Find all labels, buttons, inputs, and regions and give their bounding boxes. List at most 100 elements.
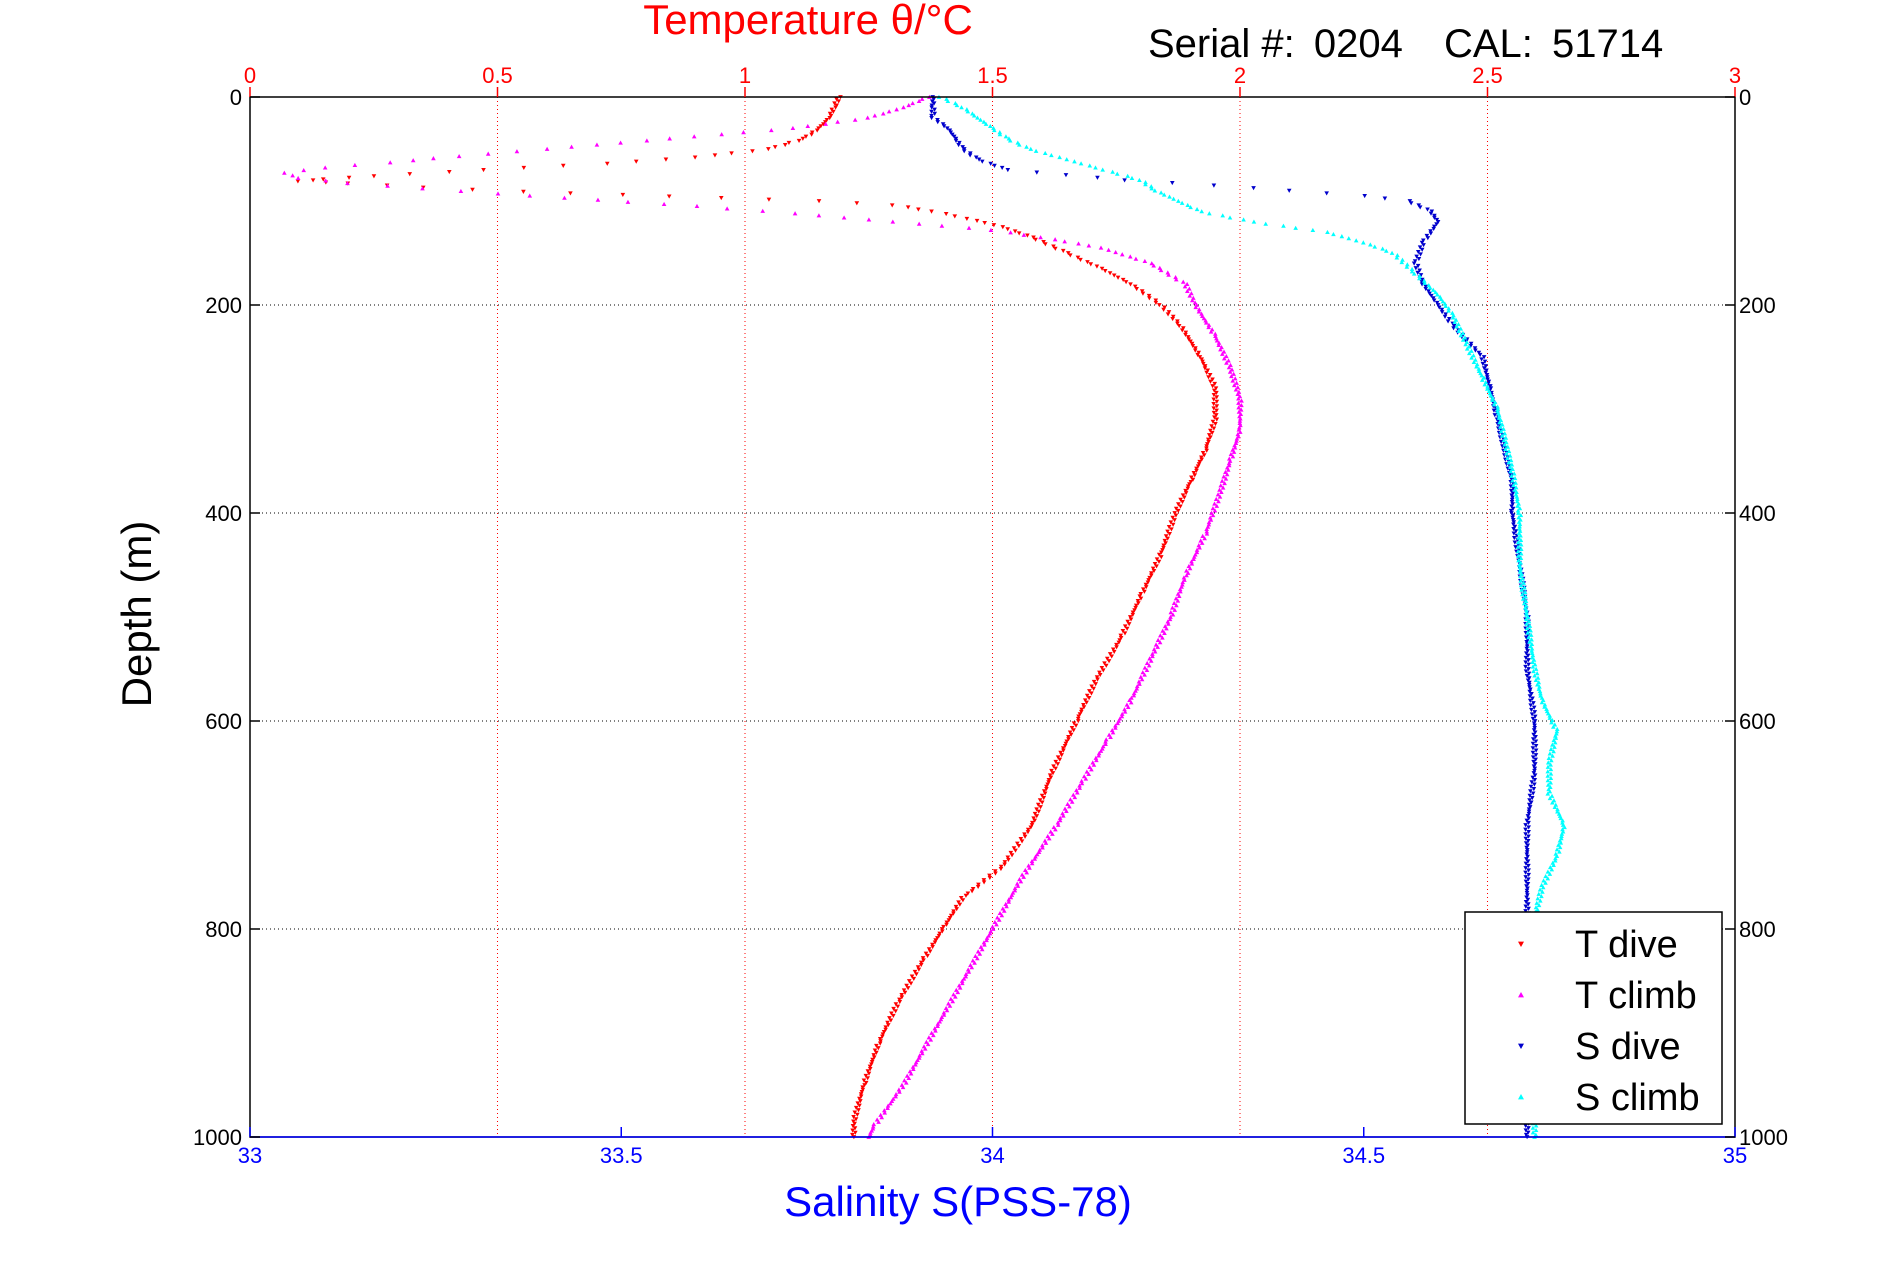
data-point — [1419, 240, 1425, 245]
data-point — [800, 136, 806, 141]
data-point — [1067, 253, 1073, 258]
data-point — [1197, 545, 1202, 550]
data-point — [1451, 326, 1456, 331]
data-point — [1538, 691, 1543, 696]
data-point — [1430, 287, 1436, 292]
data-point — [991, 127, 997, 133]
depth-tick-label-left: 200 — [205, 293, 242, 318]
data-point — [1189, 341, 1195, 346]
data-point — [947, 916, 953, 921]
data-point — [968, 151, 973, 156]
data-point — [1001, 908, 1007, 913]
data-point — [1016, 142, 1022, 147]
data-point — [1419, 247, 1425, 252]
data-point — [1235, 385, 1241, 390]
data-point — [1484, 372, 1490, 378]
data-point — [885, 1020, 890, 1025]
data-point — [930, 944, 935, 950]
data-point — [1415, 250, 1421, 255]
data-point — [895, 1004, 901, 1009]
data-point — [1137, 681, 1142, 686]
data-point — [1555, 809, 1560, 814]
data-point — [1084, 700, 1089, 705]
data-point — [1235, 391, 1241, 396]
data-point — [1548, 780, 1553, 785]
data-point — [1536, 902, 1542, 908]
data-point — [993, 871, 998, 876]
data-point — [1077, 712, 1083, 717]
data-point — [1417, 276, 1422, 281]
data-point — [1212, 381, 1218, 387]
data-point — [1131, 693, 1137, 698]
data-point — [1167, 194, 1172, 199]
data-point — [1526, 877, 1531, 882]
data-point — [1527, 798, 1532, 803]
data-point — [1505, 444, 1511, 449]
data-point — [1510, 517, 1516, 523]
data-point — [1148, 184, 1154, 189]
data-point — [1562, 824, 1567, 830]
data-point — [1124, 626, 1130, 631]
temperature-tick-label: 0.5 — [482, 63, 513, 88]
data-point — [950, 999, 956, 1004]
data-point — [1040, 845, 1045, 850]
data-point — [1498, 428, 1504, 434]
data-point — [595, 197, 601, 202]
data-point — [1228, 452, 1234, 457]
data-point — [1196, 350, 1201, 355]
data-point — [1049, 152, 1054, 158]
data-point — [1142, 589, 1147, 594]
data-point — [1469, 355, 1474, 360]
data-point — [852, 1126, 858, 1131]
data-point — [1099, 666, 1105, 671]
data-point — [1219, 489, 1224, 495]
data-point — [1547, 751, 1553, 756]
data-point — [1152, 188, 1158, 193]
data-point — [1529, 646, 1535, 651]
data-point — [1522, 585, 1527, 590]
data-point — [1183, 332, 1188, 338]
data-point — [1051, 764, 1056, 769]
data-point — [878, 1039, 883, 1044]
data-point — [1530, 741, 1536, 746]
data-point — [1517, 522, 1523, 527]
data-point — [1127, 697, 1132, 703]
data-point — [1533, 744, 1539, 749]
data-point — [1176, 502, 1181, 507]
data-point — [1526, 807, 1532, 812]
data-point — [919, 1051, 925, 1056]
data-point — [935, 1021, 941, 1026]
data-point — [1142, 672, 1147, 677]
data-point — [916, 207, 921, 212]
data-point — [1163, 534, 1169, 539]
data-point — [1062, 744, 1068, 749]
data-point — [1202, 536, 1207, 541]
data-point — [1550, 753, 1555, 758]
data-point — [822, 120, 828, 125]
data-point — [1051, 244, 1056, 249]
data-point — [667, 136, 672, 141]
data-point — [912, 969, 918, 975]
data-point — [387, 160, 393, 165]
data-point — [1516, 535, 1521, 540]
salinity-tick-label: 35 — [1723, 1143, 1747, 1168]
data-point — [1046, 836, 1052, 841]
data-point — [1458, 333, 1464, 338]
data-point — [935, 1023, 940, 1029]
data-point — [1417, 205, 1423, 210]
data-point — [1528, 789, 1533, 794]
data-point — [692, 155, 698, 160]
data-point — [1495, 406, 1501, 411]
data-point — [1035, 802, 1041, 807]
data-point — [1516, 515, 1521, 520]
data-point — [865, 1069, 871, 1074]
data-point — [1008, 230, 1013, 235]
data-point — [1222, 480, 1227, 486]
data-point — [1362, 193, 1368, 199]
data-point — [1545, 760, 1551, 765]
data-point — [928, 1037, 934, 1042]
data-point — [1064, 157, 1070, 162]
data-point — [882, 1110, 888, 1115]
data-point — [1346, 236, 1352, 241]
data-point — [1509, 511, 1514, 516]
